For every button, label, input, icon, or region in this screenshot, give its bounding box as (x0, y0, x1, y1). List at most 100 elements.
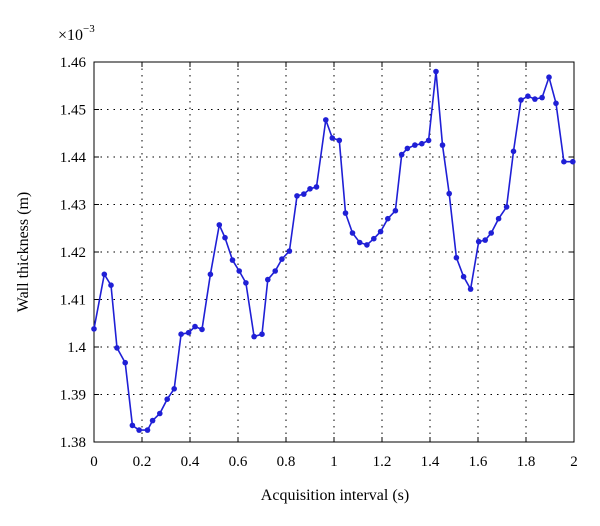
x-tick-label: 0.4 (181, 454, 200, 470)
y-axis-title: Wall thickness (m) (15, 192, 32, 312)
data-point (101, 271, 108, 278)
data-point (265, 276, 271, 283)
data-point (433, 68, 439, 75)
data-point (301, 191, 307, 197)
data-point (510, 148, 517, 155)
data-point (216, 222, 223, 228)
data-point (294, 193, 300, 199)
y-tick-label: 1.4 (67, 340, 86, 356)
data-point (570, 158, 576, 165)
y-tick-label: 1.43 (60, 198, 86, 214)
data-point (460, 273, 467, 280)
data-point (412, 142, 418, 148)
data-point (329, 135, 336, 141)
data-point (495, 215, 502, 222)
data-point (108, 282, 114, 289)
data-point (279, 256, 285, 262)
y-tick-label: 1.42 (60, 245, 86, 261)
data-point (539, 94, 545, 101)
x-tick-label: 2 (570, 454, 578, 470)
data-point (129, 422, 136, 429)
data-point (178, 331, 184, 338)
data-point (398, 151, 405, 158)
data-point (553, 100, 559, 107)
data-point (546, 74, 552, 80)
data-point (236, 268, 242, 274)
data-point (157, 410, 163, 417)
y-multiplier-label: ×10−3 (58, 23, 95, 44)
data-point (229, 257, 236, 263)
data-point (356, 239, 363, 246)
y-tick-label: 1.44 (60, 150, 87, 166)
data-point (122, 359, 128, 366)
data-point (503, 204, 510, 210)
x-tick-label: 0 (90, 454, 98, 470)
data-point (419, 140, 425, 147)
x-tick-label: 0.2 (133, 454, 152, 470)
data-point (91, 326, 97, 332)
data-point (313, 184, 320, 190)
data-point (342, 210, 349, 216)
y-multiplier-base: ×10 (58, 27, 83, 44)
data-point (222, 234, 228, 241)
data-point (439, 142, 446, 148)
data-point (171, 386, 177, 392)
data-point (488, 230, 495, 236)
x-tick-label: 0.8 (277, 454, 296, 470)
data-point (532, 96, 538, 102)
data-point (561, 158, 567, 165)
data-point (149, 417, 156, 424)
data-point (349, 230, 356, 236)
x-tick-label: 1 (330, 454, 338, 470)
data-point (404, 145, 411, 152)
y-tick-label: 1.39 (60, 388, 86, 404)
x-tick-label: 1.6 (469, 454, 488, 470)
data-point (453, 254, 460, 261)
y-tick-label: 1.41 (60, 293, 86, 309)
data-point (475, 238, 482, 245)
y-tick-label: 1.38 (60, 435, 86, 451)
data-point (136, 427, 142, 433)
y-tick-label: 1.45 (60, 103, 86, 119)
series-line (93, 71, 573, 431)
data-point (425, 137, 432, 144)
data-point (336, 137, 343, 144)
series-wall-thickness (91, 68, 576, 433)
data-point (385, 215, 391, 222)
data-point (467, 286, 474, 292)
data-point (144, 427, 151, 433)
data-point (243, 280, 249, 286)
x-tick-label: 0.6 (229, 454, 248, 470)
data-point (164, 396, 170, 403)
data-point (114, 345, 120, 351)
x-tick-label: 1.2 (373, 454, 392, 470)
data-point (251, 333, 257, 340)
data-point (259, 331, 265, 338)
data-point (272, 268, 279, 274)
y-tick-label: 1.46 (60, 55, 87, 71)
data-point (518, 97, 524, 103)
data-point (199, 326, 205, 333)
x-tick-label: 1.8 (517, 454, 536, 470)
data-point (192, 323, 198, 330)
data-point (392, 207, 399, 214)
y-multiplier-exponent: −3 (83, 23, 95, 35)
x-tick-label: 1.4 (421, 454, 440, 470)
y-axis-tick-labels: 1.38 1.39 1.4 1.41 1.42 1.43 1.44 1.45 1.46 (60, 55, 87, 451)
axis-ticks (93, 61, 575, 443)
data-point (364, 242, 370, 248)
data-point (307, 186, 313, 192)
data-point (446, 190, 453, 197)
data-point (371, 235, 377, 242)
grid-lines (94, 62, 574, 442)
data-point (286, 248, 293, 254)
data-point (323, 117, 329, 123)
x-axis-title: Acquisition interval (s) (261, 487, 409, 504)
data-point (377, 228, 384, 235)
data-point (207, 271, 214, 278)
data-point (525, 93, 531, 99)
data-point (482, 237, 489, 243)
x-axis-tick-labels: 0 0.2 0.4 0.6 0.8 1 1.2 1.4 1.6 1.8 2 (90, 454, 578, 470)
